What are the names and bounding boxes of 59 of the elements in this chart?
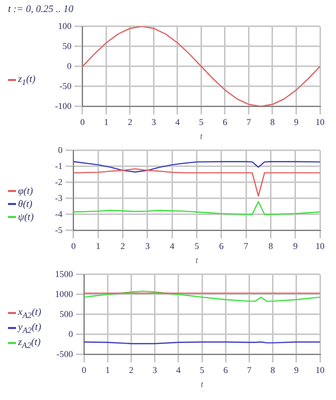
x-tick-label: 5 [199,117,204,128]
x-axis-title: t [200,378,204,389]
legend-label: φ(t) [18,186,33,196]
x-tick-label: 1 [105,365,110,376]
x-tick-label: 4 [176,365,182,376]
x-tick-label: 7 [244,241,249,252]
x-tick-label: 6 [222,117,228,128]
y-tick-label: -4 [54,208,63,219]
x-tick-label: 1 [104,117,108,128]
y-tick-label: -5 [54,224,63,235]
x-tick-label: 8 [268,241,274,252]
x-axis-title: t [195,254,198,265]
x-tick-label: 8 [270,117,276,128]
legend-label: y$_{A2}$(t) [18,322,42,334]
y-tick-label: 50 [62,40,72,51]
x-tick-label: 6 [223,365,228,376]
x-tick-label: 9 [294,117,299,128]
legend-label: z$_{1}$(t) [18,74,36,86]
x-tick-label: 7 [246,117,252,128]
x-tick-label: 3 [152,117,156,128]
legend-label: z$_{A2}$(t) [18,336,41,350]
x-tick-label: 1 [96,241,100,252]
y-tick-label: -100 [54,100,72,111]
x-tick-label: 10 [316,117,325,128]
y-tick-label: 1000 [55,288,74,299]
x-tick-label: 4 [175,117,180,128]
x-tick-label: 5 [194,241,200,252]
y-tick-label: 500 [60,308,74,319]
x-axis-title: t [200,130,203,141]
y-tick-label: -2 [54,176,62,187]
legend-label: ψ(t) [18,212,34,222]
x-tick-label: 2 [128,365,134,376]
x-tick-label: 6 [219,241,224,252]
x-tick-label: 9 [294,365,300,376]
y-tick-label: -50 [59,80,72,91]
x-tick-label: 0 [80,117,86,128]
x-tick-label: 2 [128,117,132,128]
legend-label: x$_{A2}$(t) [18,306,42,320]
x-tick-label: 0 [82,365,87,376]
legend-label: θ(t) [18,198,32,210]
y-tick-label: 1500 [55,268,74,279]
y-tick-label: -500 [56,348,74,359]
y-tick-label: 0 [68,328,74,339]
y-tick-label: 0 [66,60,72,71]
x-tick-label: 7 [246,365,252,376]
x-tick-label: 4 [170,241,175,252]
y-tick-label: 100 [58,20,72,31]
text: t := 0, 0.25 .. 10 [8,4,74,17]
x-tick-label: 2 [120,241,126,252]
y-tick-label: 0 [58,144,63,155]
x-tick-label: 3 [152,365,158,376]
x-tick-label: 3 [145,241,150,252]
x-tick-label: 9 [293,241,298,252]
x-tick-label: 10 [316,365,325,376]
x-tick-label: 10 [316,241,325,252]
x-tick-label: 8 [270,365,276,376]
y-tick-label: -3 [54,192,63,203]
x-tick-label: 5 [200,365,205,376]
y-tick-label: -1 [54,160,62,171]
